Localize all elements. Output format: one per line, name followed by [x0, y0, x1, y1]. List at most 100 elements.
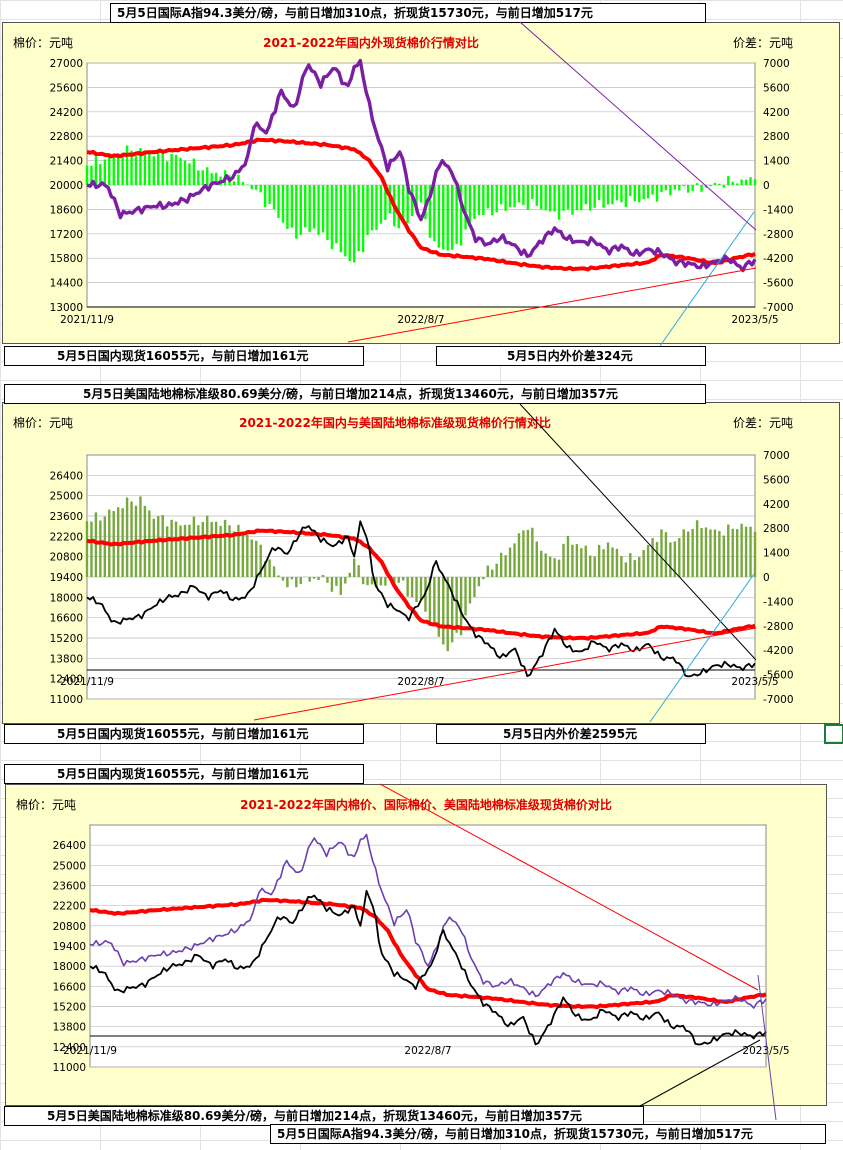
spread-bar [522, 185, 525, 206]
spread-bar [566, 535, 570, 577]
y-right-tick-label: 7000 [763, 58, 790, 70]
spread-bar [370, 577, 374, 585]
spread-bar [192, 516, 196, 577]
caption-a-index-bottom[interactable]: 5月5日国际A指94.3美分/磅，与前日增加310点，折现货15730元，与前日… [270, 1124, 826, 1144]
x-tick-label: 2023/5/5 [731, 314, 778, 326]
selected-cell[interactable] [824, 724, 843, 744]
spread-bar [704, 185, 708, 188]
spread-bar [246, 534, 249, 577]
spread-bar [473, 577, 476, 598]
y-left-tick-label: 11000 [53, 1062, 86, 1074]
x-tick-label: 2022/8/7 [404, 1045, 451, 1057]
x-tick-label: 2022/8/7 [397, 314, 444, 326]
spread-bar [148, 152, 151, 185]
spread-bar [727, 176, 730, 185]
y-left-tick-label: 12400 [53, 1042, 86, 1054]
spread-bar [259, 185, 262, 193]
spread-bar [526, 185, 530, 210]
spread-bar [629, 185, 632, 196]
spread-bar [397, 185, 400, 229]
spread-bar [188, 524, 191, 577]
y-right-axis-label: 价差：元吨 [733, 416, 793, 430]
chart-1-frame[interactable]: 27000 25600 24200 22800 21400 20000 18600 17200… [2, 22, 840, 344]
y-left-tick-label: 15800 [50, 253, 83, 265]
caption-spread-2[interactable]: 5月5日内外价差2595元 [436, 724, 706, 744]
spread-bar [459, 577, 463, 636]
caption-domestic-2[interactable]: 5月5日国内现货16055元，与前日增加161元 [4, 724, 364, 744]
series-line-a_index [86, 58, 757, 273]
spread-bar [646, 185, 650, 199]
caption-us-land-bottom[interactable]: 5月5日美国陆地棉标准级80.69美分/磅，与前日增加214点，折现货13460… [4, 1106, 644, 1126]
y-right-tick-label: -5600 [763, 278, 794, 290]
spread-bar [286, 577, 289, 588]
spread-bar [468, 577, 472, 604]
spread-bar [593, 556, 596, 577]
spread-bar [366, 185, 369, 236]
spread-bar [272, 185, 276, 210]
y-left-tick-label: 26400 [53, 840, 86, 852]
spread-bar [433, 185, 436, 242]
spread-bar [473, 185, 476, 219]
spread-bar [174, 521, 178, 577]
y-left-tick-label: 15200 [53, 1002, 86, 1014]
spread-bar [531, 527, 534, 577]
y-right-tick-label: -1400 [763, 204, 794, 216]
spread-bar [214, 172, 218, 185]
spread-bar [504, 555, 507, 577]
spread-bar [321, 185, 325, 233]
spread-bar [148, 510, 151, 577]
spread-bar [749, 177, 752, 185]
spread-bar [753, 531, 757, 577]
caption-domestic-1[interactable]: 5月5日国内现货16055元，与前日增加161元 [4, 346, 364, 366]
spread-bar [526, 529, 530, 577]
spread-bar [664, 532, 668, 577]
spread-bar [116, 153, 120, 185]
y-left-tick-label: 27000 [50, 58, 83, 70]
spread-bar [406, 185, 409, 224]
spread-bar [695, 520, 699, 577]
spread-bar [477, 185, 481, 216]
spread-bar [255, 185, 258, 190]
spread-bar [103, 159, 107, 185]
spread-bar [446, 577, 449, 652]
spread-bar [744, 179, 748, 185]
spread-bar [108, 153, 111, 185]
spread-bar [165, 526, 169, 577]
spread-bar [540, 550, 543, 577]
y-right-tick-label: 4200 [763, 107, 790, 119]
spread-bar [375, 577, 378, 588]
spread-bar [740, 179, 743, 185]
y-left-tick-label: 18000 [50, 592, 83, 604]
caption-spread-1[interactable]: 5月5日内外价差324元 [436, 346, 706, 366]
y-right-tick-label: 5600 [763, 82, 790, 94]
caption-us-land-top[interactable]: 5月5日美国陆地棉标准级80.69美分/磅，与前日增加214点，折现货13460… [4, 384, 706, 404]
y-right-tick-label: 2800 [763, 523, 790, 535]
spread-bar [482, 577, 485, 580]
spread-bar [295, 185, 298, 239]
series-line-domestic [86, 137, 756, 272]
spread-bar [713, 182, 717, 185]
spread-bar [624, 185, 628, 207]
spread-bar [134, 156, 138, 185]
spread-bar [442, 185, 445, 250]
spread-bar [384, 577, 387, 586]
caption-domestic-3[interactable]: 5月5日国内现货16055元，与前日增加161元 [4, 764, 364, 784]
spread-bar [259, 544, 262, 577]
chart-3-frame[interactable]: 26400 25000 23600 22200 20800 19400 18000 16600… [5, 784, 827, 1106]
y-left-tick-label: 13800 [53, 1022, 86, 1034]
spread-bar [94, 156, 98, 185]
spread-bar [548, 185, 552, 212]
spread-bar [263, 561, 267, 577]
spread-bar [669, 542, 672, 577]
spread-bar [277, 185, 280, 218]
y-left-tick-label: 11000 [50, 694, 83, 706]
spread-bar [326, 577, 329, 583]
x-tick-label: 2021/11/9 [60, 314, 114, 326]
chart-title: 2021-2022年国内与美国陆地棉标准级现货棉价行情对比 [239, 415, 551, 430]
chart-2-frame[interactable]: 26400 25000 23600 22200 20800 19400 18000 16600… [2, 402, 840, 724]
spread-bar [357, 565, 360, 577]
caption-a-index-top[interactable]: 5月5日国际A指94.3美分/磅，与前日增加310点，折现货15730元，与前日… [110, 3, 706, 23]
spread-bar [170, 153, 173, 185]
spread-bar [557, 185, 561, 220]
spread-bar [468, 185, 472, 222]
